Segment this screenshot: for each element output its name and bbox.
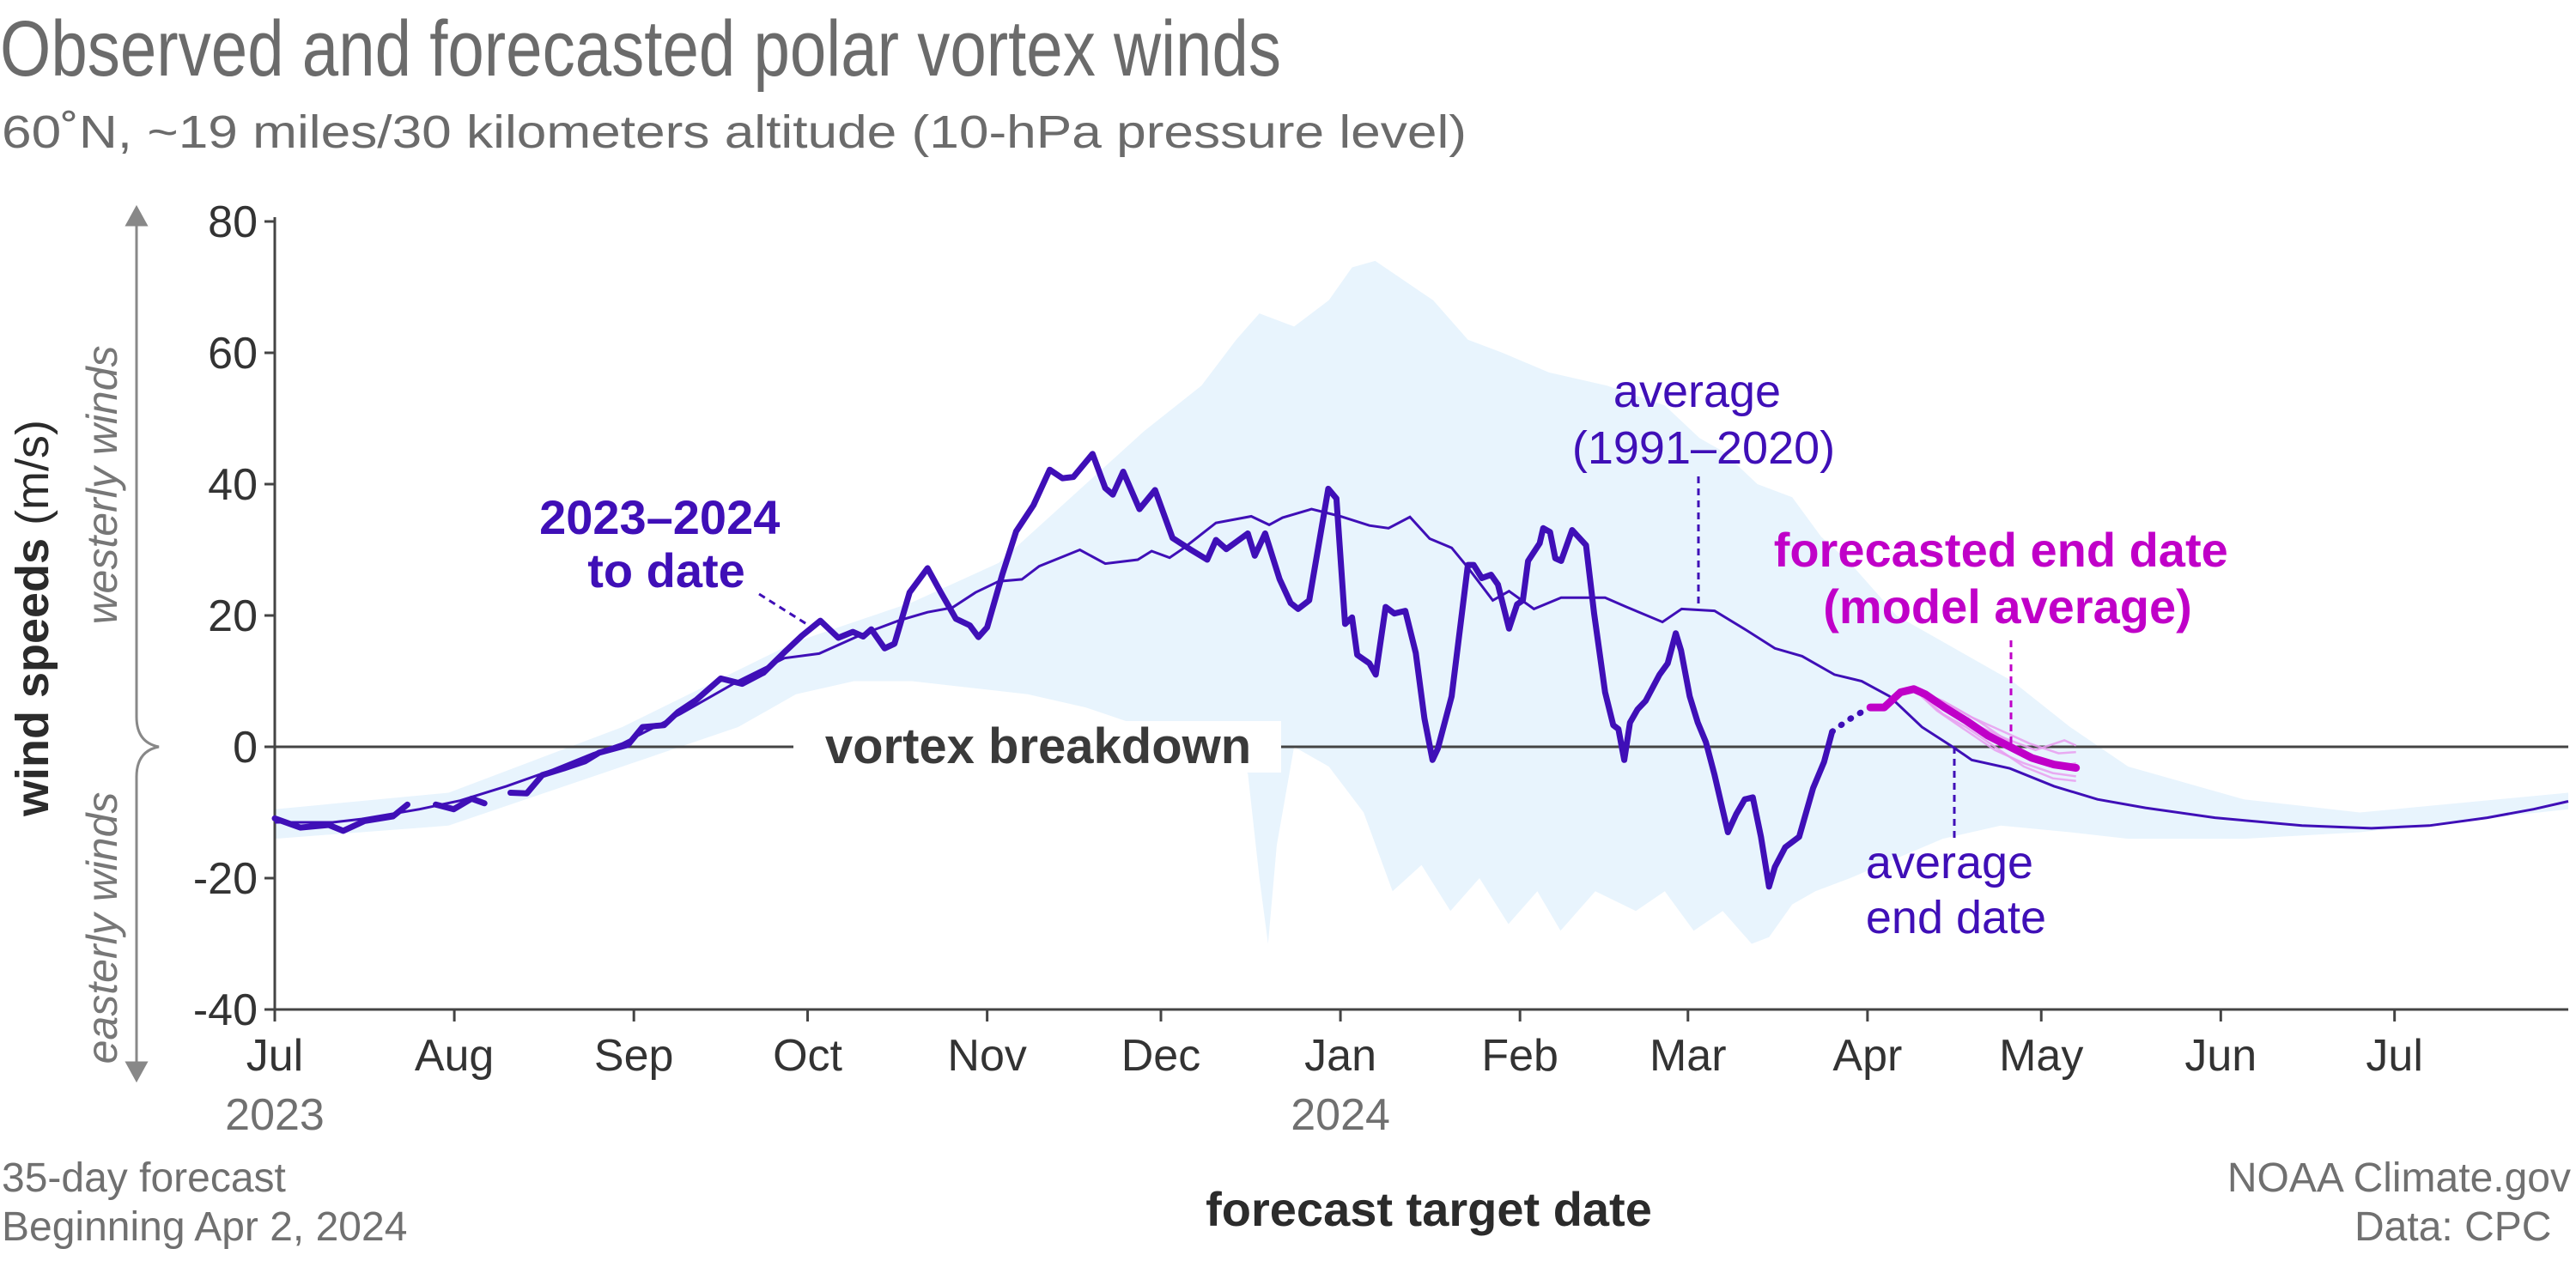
average-label-line2: (1991–2020) [1572,422,1835,474]
x-tick-label: Jun [2184,1031,2257,1081]
forecast-note-line2: Beginning Apr 2, 2024 [2,1204,407,1250]
easterly-winds-label: easterly winds [78,792,126,1064]
ensemble-member-line [1912,688,2076,778]
observed-2023-2024-line [271,451,1836,890]
range-band-area [275,260,2568,944]
x-tick-label: Apr [1832,1031,1902,1081]
average-end-date-label: average end date [1866,837,2046,943]
observed-leader-line [758,592,809,627]
forecast-model-average-line [1866,685,2081,772]
x-tick-label: Mar [1649,1031,1727,1081]
credit-line1: NOAA Climate.gov [2227,1155,2571,1201]
average-1991-2020-line [275,507,2569,830]
x-tick-label: Aug [415,1031,495,1081]
x-tick-year-label: 2023 [225,1090,325,1140]
x-tick-label: Dec [1121,1031,1200,1081]
series-lines [271,451,2569,890]
arrow-up-icon [125,204,149,227]
forecast-label-line1: forecasted end date [1774,523,2228,577]
y-tick-label: -20 [193,854,258,904]
y-tick-label: -40 [193,985,258,1035]
x-tick-label: May [1999,1031,2083,1081]
forecast-note-line1: 35-day forecast [2,1155,286,1201]
credit-line2: Data: CPC [2354,1204,2551,1250]
x-tick-label: Jul [2366,1031,2422,1081]
forecast-label: forecasted end date (model average) [1774,523,2242,634]
x-tick-year-label: 2024 [1291,1090,1390,1140]
y-axis-title: wind speeds (m/s) [7,420,58,817]
observed-label-line1: 2023–2024 [539,490,780,544]
westerly-winds-label: westerly winds [78,345,126,624]
y-axis-title-unit: (m/s) [7,420,58,538]
chart-subtitle: 60˚N, ~19 miles/30 kilometers altitude (… [2,106,1467,158]
y-axis-title-bold: wind speeds [7,538,58,817]
x-axis-title: forecast target date [1206,1182,1652,1236]
y-tick-label: 80 [208,197,258,247]
y-tick-label: 20 [208,591,258,641]
average-end-date-line1: average [1866,837,2033,888]
average-end-date-line2: end date [1866,892,2046,943]
observed-label-line2: to date [587,543,745,597]
direction-arrows [125,204,160,1083]
x-tick-label: Feb [1481,1031,1558,1081]
x-tick-label: Sep [594,1031,674,1081]
historical-range-band [275,260,2568,944]
x-tick-label: Jan [1304,1031,1376,1081]
average-label-line1: average [1613,366,1781,417]
average-label: average (1991–2020) [1572,366,1835,474]
y-tick-label: 40 [208,460,258,510]
arrow-down-icon [125,1061,149,1083]
observed-label: 2023–2024 to date [539,490,793,597]
forecast-label-line2: (model average) [1823,579,2192,634]
chart-title: Observed and forecasted polar vortex win… [0,5,1281,93]
y-tick-label: 60 [208,329,258,379]
vortex-breakdown-label: vortex breakdown [825,718,1251,774]
x-tick-label: Jul [246,1031,303,1081]
y-tick-label: 0 [233,723,258,773]
observed-gap-dotted-line [1829,704,1874,735]
x-tick-label: Nov [947,1031,1026,1081]
svg-text:wind speeds (m/s): wind speeds (m/s) [7,420,58,817]
x-tick-label: Oct [773,1031,842,1081]
